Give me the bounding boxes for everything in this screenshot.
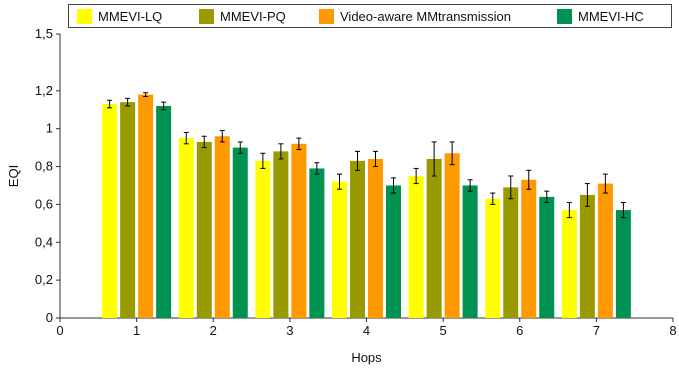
bar [156, 105, 172, 319]
legend-swatch-hc [557, 8, 572, 24]
bar [368, 158, 383, 318]
y-tick-label: 0 [46, 310, 53, 325]
y-tick-label: 1,2 [35, 83, 53, 98]
bar [102, 104, 118, 318]
bar [561, 210, 577, 318]
x-tick-label: 4 [363, 323, 370, 338]
bar [138, 94, 154, 318]
legend-item-pq: MMEVI-PQ [199, 8, 286, 24]
legend: MMEVI-LQ MMEVI-PQ Video-aware MMtransmis… [68, 4, 672, 28]
y-tick-label: 0,6 [35, 196, 53, 211]
bar [615, 210, 631, 318]
bar [539, 196, 555, 318]
bar [332, 181, 347, 318]
legend-label-pq: MMEVI-PQ [220, 8, 286, 24]
bar [426, 158, 442, 318]
bar [214, 136, 230, 318]
bar [255, 160, 271, 318]
x-axis-title: Hops [351, 350, 382, 365]
x-tick-label: 5 [440, 323, 447, 338]
y-tick-label: 0,4 [35, 234, 53, 249]
x-tick-label: 1 [133, 323, 140, 338]
bar [579, 194, 595, 318]
x-tick-label: 8 [669, 323, 676, 338]
bar [196, 141, 212, 318]
y-axis-title: EQI [6, 165, 21, 187]
bar [503, 187, 519, 318]
legend-item-video-aware: Video-aware MMtransmission [319, 8, 511, 24]
bar [597, 183, 613, 318]
legend-swatch-video-aware [319, 8, 334, 24]
bar [408, 176, 424, 318]
x-tick-label: 0 [56, 323, 63, 338]
bar [309, 168, 325, 318]
x-tick-label: 2 [210, 323, 217, 338]
y-tick-label: 0,2 [35, 272, 53, 287]
x-tick-label: 3 [286, 323, 293, 338]
legend-swatch-pq [199, 8, 214, 24]
y-tick-label: 1 [46, 121, 53, 136]
bar [521, 179, 537, 318]
legend-item-hc: MMEVI-HC [557, 8, 644, 24]
x-tick-label: 6 [516, 323, 523, 338]
bar [291, 143, 307, 318]
legend-item-lq: MMEVI-LQ [77, 8, 162, 24]
y-tick-label: 1,5 [35, 26, 53, 41]
bar [485, 198, 501, 318]
y-tick-label: 0,8 [35, 159, 53, 174]
legend-label-lq: MMEVI-LQ [98, 8, 163, 24]
bar [350, 160, 365, 318]
legend-label-hc: MMEVI-HC [578, 8, 644, 24]
bar [386, 185, 401, 318]
legend-label-video-aware: Video-aware MMtransmission [340, 8, 511, 24]
x-tick-label: 7 [593, 323, 600, 338]
bar [120, 102, 136, 318]
bar [462, 185, 478, 318]
bar [178, 138, 194, 318]
legend-swatch-lq [77, 8, 92, 24]
bar [232, 147, 248, 318]
bar [444, 153, 460, 318]
bar [273, 151, 289, 318]
